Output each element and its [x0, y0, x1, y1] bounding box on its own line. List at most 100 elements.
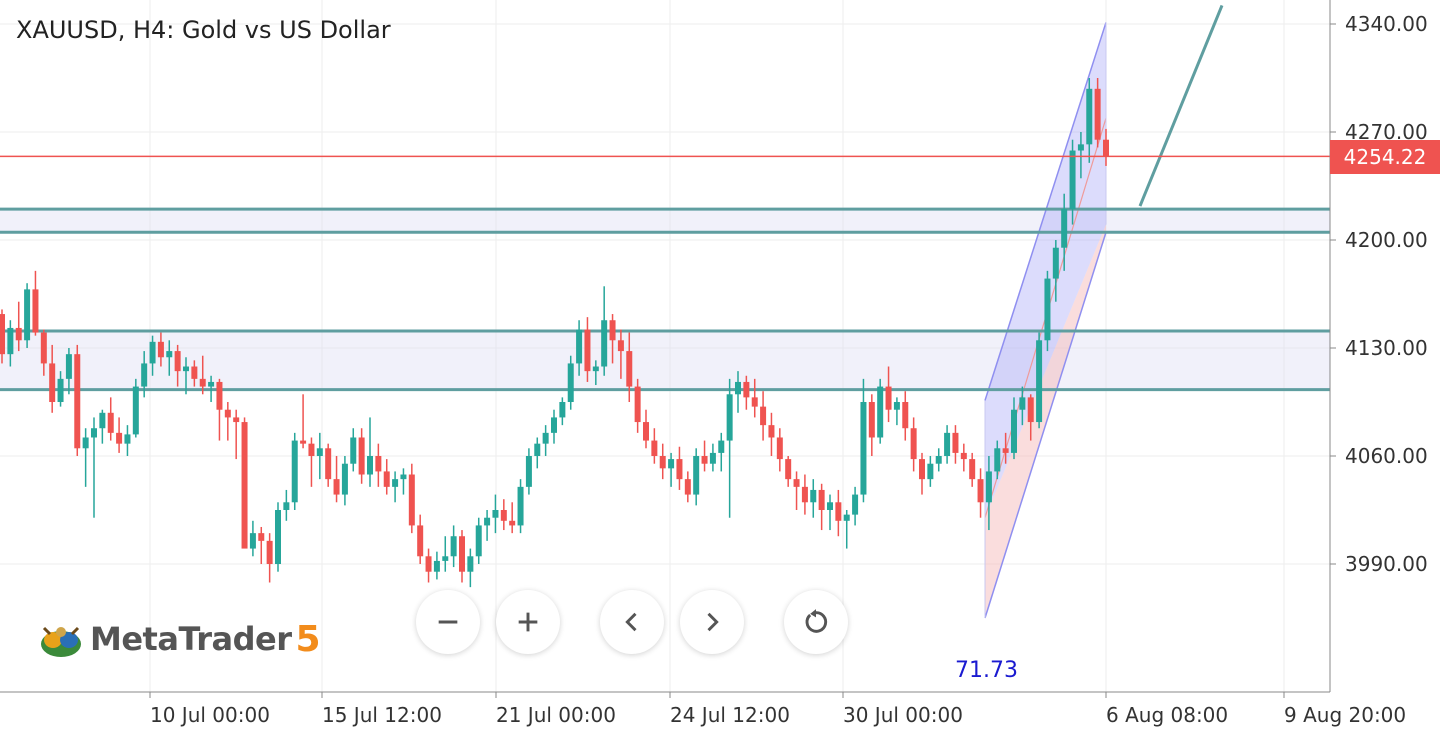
candle-body	[350, 437, 357, 464]
candle-body	[818, 489, 825, 510]
candle-body	[1094, 88, 1101, 140]
candle-body	[902, 402, 909, 429]
candle-body	[408, 474, 415, 526]
candle-body	[1069, 150, 1076, 210]
channel-upper-fill	[985, 22, 1106, 518]
candle-body	[868, 402, 875, 438]
candle-body	[893, 402, 900, 410]
candle-body	[99, 412, 106, 429]
candle-body	[785, 459, 792, 480]
candle-body	[467, 556, 474, 572]
candle-body	[659, 456, 666, 469]
logo-version: 5	[295, 618, 321, 660]
candle-body	[709, 452, 716, 464]
chart-title: XAUUSD, H4: Gold vs US Dollar	[16, 16, 391, 44]
minus-icon	[438, 620, 458, 624]
candle-body	[919, 459, 925, 480]
candle-body	[24, 289, 31, 341]
candle-body	[475, 525, 482, 557]
candle-body	[367, 456, 373, 475]
candle-body	[107, 412, 114, 433]
candle-body	[801, 486, 808, 503]
candle-body	[74, 354, 81, 449]
chevron-right-icon	[707, 612, 719, 632]
channel-upper-line	[984, 22, 1107, 401]
candle-body	[132, 386, 139, 435]
candle-body	[1019, 397, 1026, 410]
x-tick-label: 10 Jul 00:00	[150, 703, 270, 727]
candle-body	[199, 378, 206, 387]
y-tick-label: 4060.00	[1345, 444, 1428, 468]
candle-body	[576, 329, 583, 364]
candle-body	[693, 456, 700, 495]
candle-body	[1077, 144, 1084, 151]
bull-bear-icon	[41, 626, 81, 657]
candle-body	[735, 381, 741, 395]
candle-body	[500, 510, 507, 521]
candle-body	[166, 351, 173, 358]
candle-body	[1103, 139, 1109, 157]
candle-body	[1086, 88, 1093, 145]
candle-body	[877, 386, 884, 438]
candle-body	[325, 448, 332, 480]
x-tick-label: 9 Aug 20:00	[1284, 703, 1406, 727]
candle-body	[793, 479, 800, 487]
candle-body	[617, 340, 624, 352]
candle-body	[634, 386, 641, 423]
candle-body	[1052, 247, 1059, 279]
candle-body	[977, 479, 984, 503]
candle-body	[726, 394, 733, 441]
zoom-in-button[interactable]	[496, 590, 560, 654]
candle-body	[442, 556, 449, 561]
candle-body	[927, 463, 934, 480]
candle-body	[944, 432, 951, 456]
channel-lower-line	[984, 232, 1107, 619]
candle-body	[525, 456, 532, 487]
candle-body	[459, 536, 465, 572]
candle-body	[751, 397, 758, 407]
metatrader-logo: MetaTrader 5	[38, 618, 321, 660]
reset-icon	[805, 609, 828, 633]
candle-body	[141, 363, 148, 387]
candle-body	[383, 471, 390, 487]
candle-body	[283, 502, 290, 510]
candle-body	[860, 402, 867, 495]
candle-body	[358, 437, 365, 475]
trend-line	[1138, 4, 1224, 207]
candle-body	[0, 314, 5, 355]
zoom-out-button[interactable]	[416, 590, 480, 654]
candle-body	[249, 533, 256, 549]
candle-body	[517, 486, 524, 526]
candle-body	[91, 428, 97, 438]
candle-body	[266, 540, 273, 564]
candle-body	[224, 409, 231, 418]
y-tick-label: 4200.00	[1345, 228, 1428, 252]
candle-body	[676, 459, 683, 480]
candle-body	[542, 432, 549, 444]
reset-button[interactable]	[784, 590, 848, 654]
candle-body	[684, 479, 691, 495]
plus-icon	[518, 612, 538, 632]
candle-body	[484, 517, 491, 526]
candle-body	[609, 320, 616, 341]
candle-body	[124, 434, 131, 444]
candle-body	[300, 440, 307, 444]
candle-body	[417, 525, 424, 557]
candle-body	[567, 363, 574, 402]
candle-body	[651, 440, 658, 456]
candle-body	[1027, 397, 1034, 423]
scroll-left-button[interactable]	[600, 590, 664, 654]
candle-body	[852, 494, 859, 515]
x-tick-label: 21 Jul 00:00	[496, 703, 616, 727]
candle-body	[333, 479, 340, 495]
candle-body	[492, 510, 499, 518]
candle-body	[885, 386, 892, 410]
candle-body	[910, 428, 917, 460]
candle-body	[233, 417, 240, 423]
candle-body	[375, 456, 382, 472]
candle-body	[291, 440, 298, 503]
candle-body	[994, 448, 1001, 472]
candle-body	[82, 437, 89, 449]
scroll-right-button[interactable]	[680, 590, 744, 654]
